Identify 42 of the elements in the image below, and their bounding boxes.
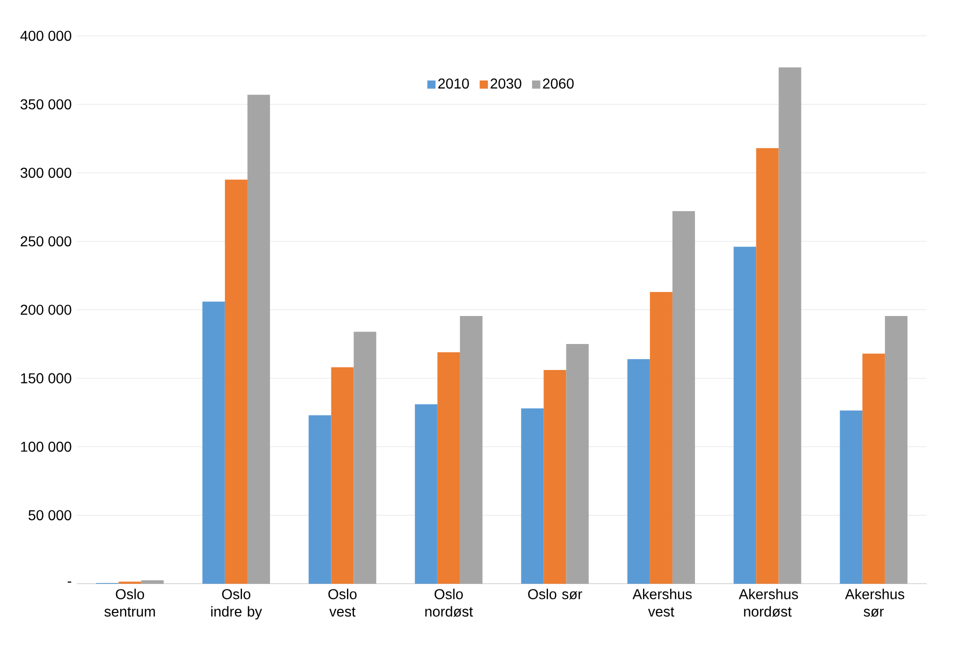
- bar: [118, 581, 142, 584]
- y-tick-label: 100 000: [21, 441, 72, 452]
- bar: [247, 94, 270, 584]
- x-tick-label: Oslo vest: [328, 588, 357, 616]
- bar: [672, 210, 695, 584]
- y-tick-label: 50 000: [28, 510, 72, 520]
- legend-label: 2030: [490, 78, 522, 88]
- y-tick-label: 150 000: [21, 372, 72, 384]
- x-tick-label: Oslo nordøst: [425, 588, 473, 617]
- x-tick-label: Akershus sør: [845, 588, 904, 617]
- bar: [414, 404, 438, 584]
- x-tick-label: Oslo sentrum: [104, 588, 155, 616]
- bar: [862, 353, 885, 584]
- bar: [734, 246, 756, 584]
- legend-label: 2060: [543, 78, 574, 88]
- bar: [650, 292, 672, 584]
- bar: [627, 358, 650, 584]
- legend-label: 2010: [438, 78, 469, 88]
- bar: [224, 179, 248, 584]
- y-tick-label: 300 000: [20, 168, 72, 178]
- x-tick-label: Akershus nordøst: [738, 588, 798, 617]
- bar: [521, 408, 544, 584]
- x-tick-label: Oslo sør: [528, 588, 582, 600]
- y-tick-label: 400 000: [20, 30, 72, 41]
- bar: [544, 370, 566, 584]
- bar: [778, 67, 802, 584]
- bar: [437, 352, 460, 584]
- bar: [884, 316, 908, 584]
- bar: [566, 344, 589, 584]
- bar: [202, 301, 225, 584]
- bar: [756, 148, 779, 584]
- bar: [308, 415, 332, 584]
- y-tick-label: -: [68, 581, 72, 582]
- bar: [460, 316, 482, 584]
- y-tick-label: 250 000: [20, 236, 72, 246]
- x-tick-label: Oslo indre by: [211, 588, 262, 620]
- bar: [331, 367, 354, 584]
- y-tick-label: 350 000: [20, 99, 72, 110]
- y-tick-label: 200 000: [20, 304, 72, 315]
- bar: [354, 331, 376, 584]
- bar: [840, 410, 862, 584]
- x-tick-label: Akershus vest: [632, 588, 692, 616]
